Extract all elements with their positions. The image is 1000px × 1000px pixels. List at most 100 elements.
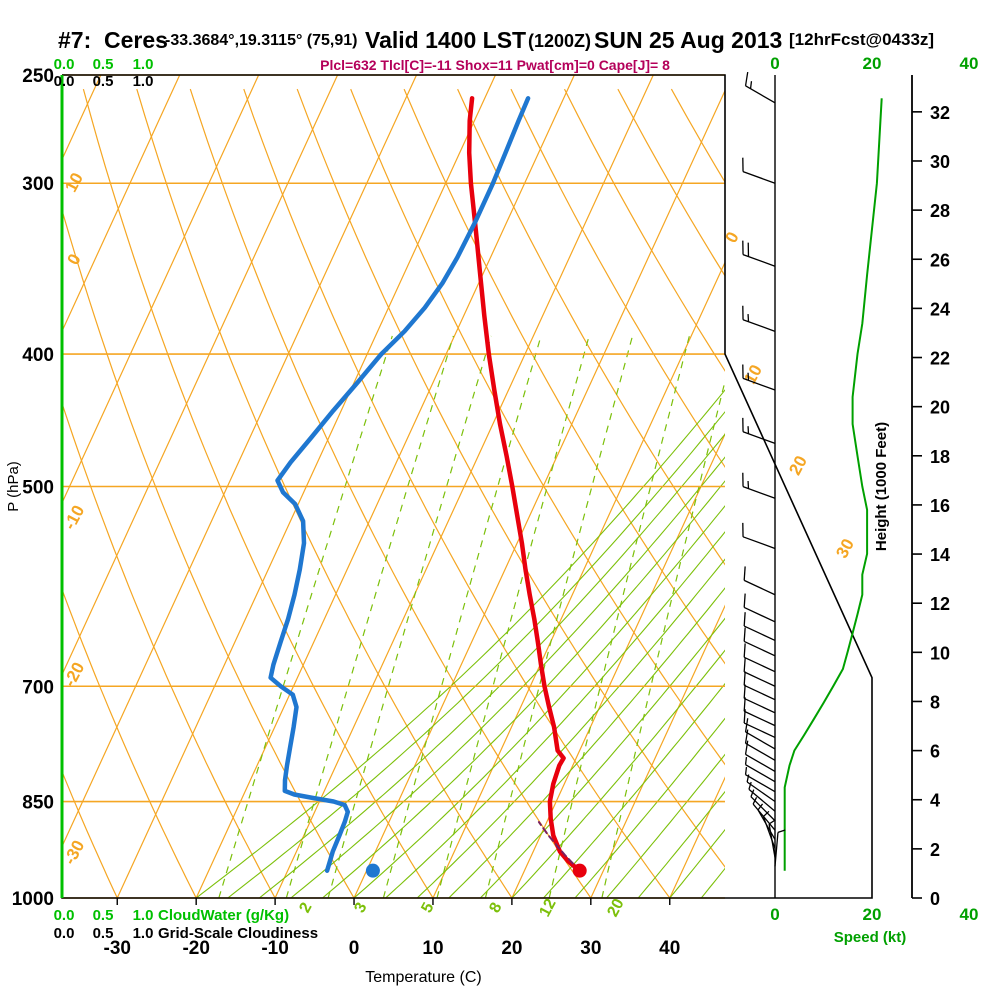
wind-barb [743,627,776,657]
height-tick-label: 10 [930,643,950,663]
moist-adiabat [227,88,725,898]
wind-barb [743,657,776,687]
pressure-tick-label: 300 [22,174,54,195]
temperature-tick-label: 0 [349,938,360,959]
indices-text: Plcl=632 Tlcl[C]=-11 Shox=11 Pwat[cm]=0 … [320,57,670,73]
wind-barb [743,643,776,673]
dry-adiabat [243,88,671,898]
wind-barb [742,472,776,499]
wind-barb [744,71,776,104]
wind-barb [743,566,776,596]
speed-tick-label-bottom: 0 [770,905,779,924]
cloudiness-tick-label-top: 0.5 [93,73,114,90]
pressure-tick-label: 700 [22,677,54,698]
cloudwater-tick-label-top: 1.0 [133,56,154,73]
wind-barb [744,740,776,772]
wind-barb [744,718,776,750]
plot-frame [60,74,913,899]
moist-adiabat [290,88,725,898]
valid-time: Valid 1400 LST [365,27,526,53]
cloudwater-tick-label-top: 0.0 [54,56,75,73]
cloudiness-tick-label-top: 1.0 [133,73,154,90]
speed-tick-label-bottom: 20 [863,905,882,924]
moist-adiabat [448,88,725,898]
mixing-ratio-line [548,335,690,898]
mixing-ratio-label: 8 [486,900,505,916]
wind-barb [743,593,776,623]
wind-barb [774,829,786,867]
valid-date: SUN 25 Aug 2013 [594,27,782,53]
isotherm [828,75,1000,898]
mixing-ratio-line [601,335,725,898]
mixing-ratio-line [327,335,492,898]
isobar-lines [62,74,725,899]
dry-adiabat [296,88,725,898]
temperature-tick-label: -20 [182,938,209,959]
mixing-ratio-label: 5 [418,900,437,916]
cloudwater-tick-label-bottom: 1.0 [133,907,154,924]
valid-utc: (1200Z) [528,31,591,51]
height-tick-label: 20 [930,398,950,418]
wind-barb [742,305,776,332]
mixing-ratio-lines [218,335,725,898]
pressure-axis-label: P (hPa) [5,461,22,512]
height-tick-label: 2 [930,840,940,860]
temperature-tick-label: 30 [580,938,601,959]
dry-adiabat [62,88,118,898]
height-tick-label: 30 [930,152,950,172]
cloudwater-tick-label-top: 0.5 [93,56,114,73]
wind-barb [743,709,776,739]
temperature-tick-label: 40 [659,938,680,959]
pressure-tick-label: 400 [22,345,54,366]
height-tick-label: 4 [930,791,940,811]
wind-barb [742,240,776,267]
dry-adiabat [350,88,725,898]
moist-adiabat [574,88,725,898]
cloudwater-axis-label: CloudWater (g/Kg) [158,907,289,924]
mixing-ratio-label: 3 [351,900,370,916]
dry-adiabat [189,88,592,898]
wind-barb [748,781,776,812]
grid-lines [62,74,1000,899]
dewpoint-curve [268,96,531,873]
mixing-ratio-line [484,335,634,898]
temperature-curve [466,96,582,873]
surface-temperature-dot [572,863,587,878]
pressure-tick-label: 500 [22,478,54,499]
moist-adiabat [637,88,725,898]
dry-adiabat [457,88,725,898]
cloudiness-tick-label-bottom: 0.5 [93,925,114,942]
dry-adiabat [670,88,725,898]
isotherm-label-right: 10 [740,362,766,388]
wind-barb [742,157,776,184]
dry-adiabat [82,88,434,898]
moist-adiabat [385,88,725,898]
dry-adiabat [62,88,355,898]
wind-barb [744,729,776,761]
moist-adiabat [195,88,725,898]
mixing-ratio-label: 2 [296,900,315,916]
moist-adiabat [416,88,725,898]
station-coords: -33.3684°,19.3115° (75,91) [165,32,358,49]
cloudiness-tick-label-top: 0.0 [54,73,75,90]
moist-adiabat [322,88,725,898]
height-axis-label: Height (1000 Feet) [873,422,890,551]
moist-adiabat [543,88,725,898]
isotherm-label-right: 20 [785,453,811,479]
wind-barb [768,819,776,858]
forecast-tag: [12hrFcst@0433z] [789,30,934,49]
height-tick-label: 24 [930,299,950,319]
height-tick-label: 28 [930,201,950,221]
height-tick-label: 6 [930,742,940,762]
mixing-ratio-line [218,335,393,898]
moist-adiabat [479,88,725,898]
moist-adiabat [511,88,725,898]
mixing-ratio-label: 20 [604,896,627,920]
wind-barb [743,684,776,714]
wind-barbs [742,71,786,867]
height-tick-label: 0 [930,889,940,909]
speed-tick-label-top: 0 [770,54,779,73]
moist-adiabat-lines [195,88,725,898]
